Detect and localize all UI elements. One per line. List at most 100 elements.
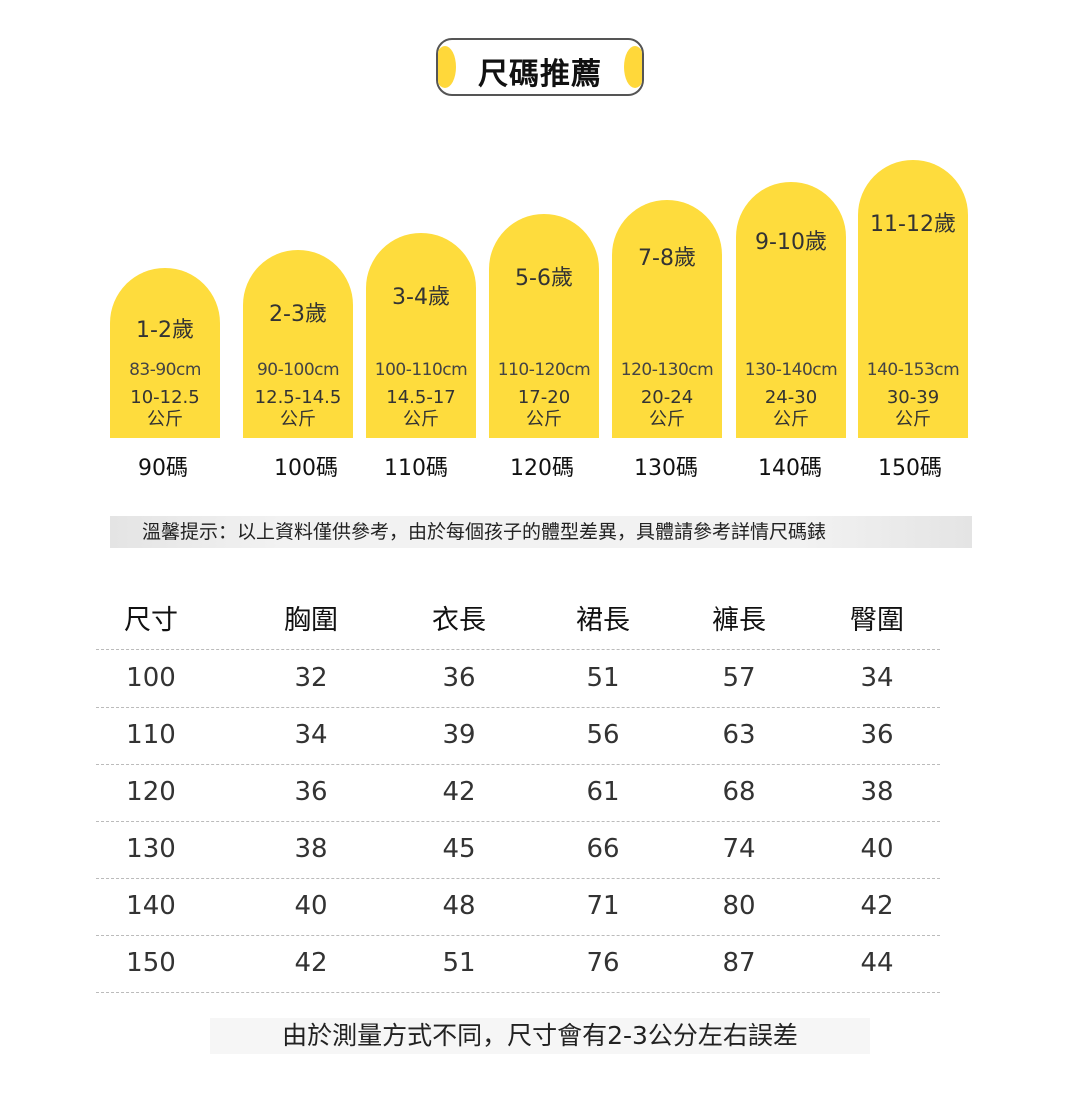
- table-cell: 87: [722, 948, 756, 978]
- weight-unit: 公斤: [147, 409, 183, 430]
- table-cell: 71: [586, 891, 620, 921]
- table-row: 120 36 42 61 68 38: [96, 764, 940, 822]
- table-cell: 42: [294, 948, 328, 978]
- table-cell: 36: [294, 777, 328, 807]
- table-row: 140 40 48 71 80 42: [96, 878, 940, 936]
- size-label: 90碼: [138, 456, 188, 481]
- table-cell: 68: [722, 777, 756, 807]
- bar-height: 130-140cm: [744, 360, 838, 380]
- bar-weight: 24-30 公斤: [736, 387, 846, 431]
- table-cell: 36: [442, 663, 476, 693]
- age-bar-6: 9-10歲: [736, 182, 846, 438]
- bar-weight: 14.5-17 公斤: [366, 387, 476, 431]
- page-title: 尺碼推薦: [478, 57, 602, 92]
- bar-age: 1-2歲: [136, 318, 194, 343]
- table-header-cell: 衣長: [432, 605, 486, 636]
- table-cell: 42: [860, 891, 894, 921]
- weight-range: 17-20: [517, 387, 571, 408]
- bar-age: 5-6歲: [515, 266, 573, 291]
- table-cell: 110: [126, 720, 176, 750]
- table-header-cell: 胸圍: [284, 605, 338, 636]
- table-cell: 120: [126, 777, 176, 807]
- bar-age: 3-4歲: [392, 285, 450, 310]
- bar-height: 140-153cm: [866, 360, 960, 380]
- age-bar-2: 2-3歲: [243, 250, 353, 438]
- table-cell: 66: [586, 834, 620, 864]
- table-cell: 80: [722, 891, 756, 921]
- table-cell: 76: [586, 948, 620, 978]
- bar-age: 2-3歲: [269, 302, 327, 327]
- title-badge: 尺碼推薦: [436, 38, 644, 96]
- table-header-cell: 褲長: [712, 605, 766, 636]
- bar-age: 7-8歲: [638, 246, 696, 271]
- size-label: 150碼: [878, 456, 942, 481]
- weight-range: 10-12.5: [130, 387, 200, 408]
- age-bar-7: 11-12歲: [858, 160, 968, 438]
- table-cell: 39: [442, 720, 476, 750]
- table-row: 110 34 39 56 63 36: [96, 707, 940, 765]
- weight-unit: 公斤: [649, 409, 685, 430]
- measurement-footnote: 由於測量方式不同，尺寸會有2-3公分左右誤差: [210, 1018, 870, 1054]
- bar-weight: 30-39 公斤: [858, 387, 968, 431]
- weight-range: 30-39: [886, 387, 940, 408]
- table-cell: 140: [126, 891, 176, 921]
- weight-range: 20-24: [640, 387, 694, 408]
- table-cell: 45: [442, 834, 476, 864]
- table-cell: 36: [860, 720, 894, 750]
- table-cell: 38: [294, 834, 328, 864]
- table-cell: 34: [860, 663, 894, 693]
- table-header-row: 尺寸 胸圍 衣長 裙長 褲長 臀圍: [96, 592, 940, 650]
- weight-unit: 公斤: [526, 409, 562, 430]
- table-header-cell: 裙長: [576, 605, 630, 636]
- table-cell: 63: [722, 720, 756, 750]
- bar-weight: 10-12.5 公斤: [110, 387, 220, 431]
- bar-weight: 12.5-14.5 公斤: [243, 387, 353, 431]
- weight-unit: 公斤: [403, 409, 439, 430]
- bar-height: 110-120cm: [497, 360, 591, 380]
- size-label: 100碼: [274, 456, 338, 481]
- bar-height: 100-110cm: [374, 360, 468, 380]
- table-cell: 130: [126, 834, 176, 864]
- table-cell: 34: [294, 720, 328, 750]
- weight-unit: 公斤: [773, 409, 809, 430]
- size-label: 110碼: [384, 456, 448, 481]
- table-row: 130 38 45 66 74 40: [96, 821, 940, 879]
- table-cell: 42: [442, 777, 476, 807]
- table-cell: 40: [294, 891, 328, 921]
- weight-unit: 公斤: [895, 409, 931, 430]
- table-row: 100 32 36 51 57 34: [96, 650, 940, 708]
- weight-range: 24-30: [764, 387, 818, 408]
- table-cell: 38: [860, 777, 894, 807]
- weight-range: 12.5-14.5: [254, 387, 342, 408]
- table-cell: 74: [722, 834, 756, 864]
- weight-range: 14.5-17: [386, 387, 456, 408]
- table-header-cell: 臀圍: [850, 605, 904, 636]
- notice-banner: 溫馨提示：以上資料僅供參考，由於每個孩子的體型差異，具體請參考詳情尺碼錶: [110, 516, 972, 548]
- table-cell: 32: [294, 663, 328, 693]
- weight-unit: 公斤: [280, 409, 316, 430]
- table-cell: 51: [586, 663, 620, 693]
- table-cell: 150: [126, 948, 176, 978]
- table-cell: 44: [860, 948, 894, 978]
- table-cell: 57: [722, 663, 756, 693]
- size-label: 140碼: [758, 456, 822, 481]
- table-cell: 51: [442, 948, 476, 978]
- bar-weight: 17-20 公斤: [489, 387, 599, 431]
- age-bar-3: 3-4歲: [366, 233, 476, 438]
- size-label: 130碼: [634, 456, 698, 481]
- table-cell: 56: [586, 720, 620, 750]
- age-bar-4: 5-6歲: [489, 214, 599, 438]
- age-bar-5: 7-8歲: [612, 200, 722, 438]
- table-header-cell: 尺寸: [124, 605, 178, 636]
- bar-height: 83-90cm: [129, 360, 201, 380]
- bar-height: 120-130cm: [620, 360, 714, 380]
- title-cap-left: [438, 46, 456, 88]
- bar-age: 11-12歲: [870, 212, 956, 237]
- bar-age: 9-10歲: [755, 230, 827, 255]
- table-row: 150 42 51 76 87 44: [96, 935, 940, 993]
- size-label: 120碼: [510, 456, 574, 481]
- table-cell: 48: [442, 891, 476, 921]
- bar-height: 90-100cm: [256, 360, 340, 380]
- age-bar-1: 1-2歲: [110, 268, 220, 438]
- table-cell: 40: [860, 834, 894, 864]
